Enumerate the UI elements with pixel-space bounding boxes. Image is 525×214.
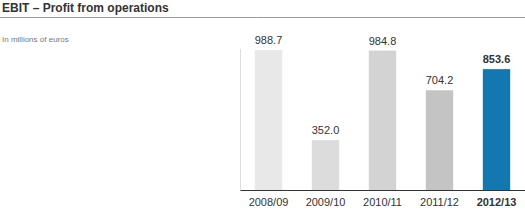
x-tick: 2008/09 — [249, 196, 289, 208]
bar — [483, 69, 510, 190]
data-label: 984.8 — [369, 35, 397, 47]
x-tick: 2012/13 — [477, 196, 517, 208]
bar — [255, 50, 282, 190]
x-axis: 2008/09 2009/10 2010/11 2011/12 2012/13 — [241, 191, 525, 208]
y-axis — [240, 49, 241, 191]
bar — [312, 140, 339, 190]
data-label: 352.0 — [312, 124, 340, 136]
bars — [255, 50, 510, 190]
x-tick: 2009/10 — [306, 196, 346, 208]
x-axis-line — [241, 190, 525, 191]
x-tick-label: 2012/13 — [477, 196, 517, 208]
chart: EBIT – Profit from operations In millions… — [0, 0, 525, 214]
subtitle: In millions of euros — [2, 35, 69, 44]
title: EBIT – Profit from operations — [2, 1, 169, 15]
x-tick-label: 2008/09 — [249, 196, 289, 208]
x-tick-label: 2011/12 — [420, 196, 459, 208]
x-tick: 2010/11 — [363, 196, 402, 208]
bar — [426, 90, 453, 190]
y-axis-line — [240, 49, 241, 191]
data-labels: 988.7 352.0 984.8 704.2 853.6 — [255, 34, 511, 136]
data-label: 853.6 — [483, 53, 511, 65]
x-tick-label: 2009/10 — [306, 196, 346, 208]
x-tick-label: 2010/11 — [363, 196, 402, 208]
x-tick: 2011/12 — [420, 196, 459, 208]
bar — [369, 51, 396, 190]
data-label: 988.7 — [255, 34, 283, 46]
data-label: 704.2 — [426, 74, 454, 86]
title-rule — [0, 17, 525, 18]
